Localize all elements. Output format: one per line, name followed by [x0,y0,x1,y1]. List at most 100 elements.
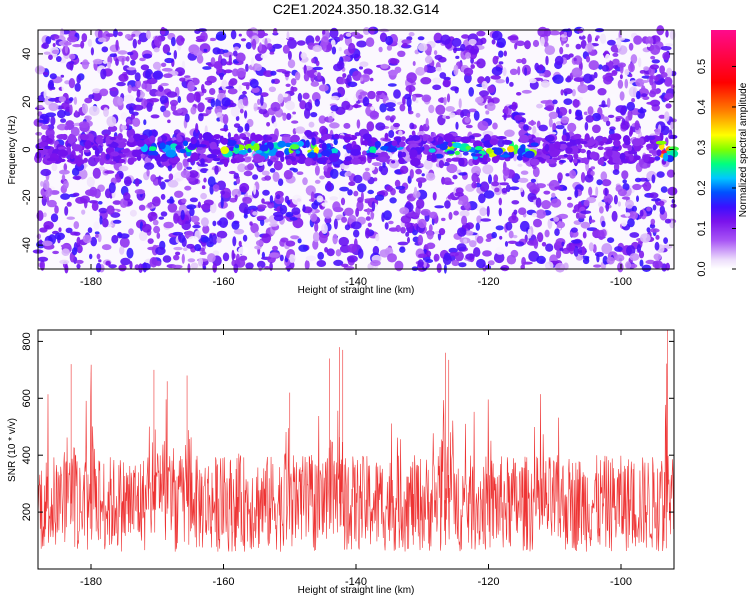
spectrogram-cell [455,121,459,130]
spectrogram-cell [305,255,317,262]
spectrogram-cell [378,165,383,172]
spectrogram-cell [436,263,442,274]
spectrogram-cell [619,91,625,101]
spectrogram-cell [286,251,290,259]
spectrogram-cell [115,39,119,51]
spectrogram-cell [498,197,502,206]
snr-x-tick-label: -180 [80,576,102,588]
spectrogram-cell [151,196,161,207]
spectrogram-cell [318,84,329,92]
spectrogram-cell [76,263,81,269]
spectrogram-cell [92,58,103,65]
spectrogram-cell [476,58,486,69]
spectrogram-cell [370,260,381,267]
spectrogram-cell [605,53,611,63]
spectrogram-cell [658,114,666,119]
spectrogram-cell [347,189,353,196]
spectrogram-cell [359,61,369,67]
spectrogram-cell [507,35,519,41]
spectrogram-cell [521,57,527,65]
spectrogram-cell [530,178,537,183]
spectrogram-cell [636,195,639,202]
spectrogram-band-cell [387,146,398,153]
spectrogram-cell [78,121,90,128]
spectrogram-cell [576,28,584,34]
spectrogram-cell [142,80,152,84]
spectrogram-cell [65,227,73,234]
spectrogram-cell [505,221,513,231]
spectrogram-cell [468,87,475,97]
spectrogram-cell [641,80,649,83]
spectrogram-cell [139,57,146,62]
spectrogram-cell [573,57,577,62]
spectrogram-cell [40,181,44,187]
spectrogram-band-cell [553,157,561,161]
spectrogram-cell [454,86,459,94]
spectrogram-cell [588,242,594,252]
spectrogram-cell [417,259,424,268]
spectrogram-cell [158,86,164,92]
spectrogram-band-cell [666,155,674,163]
spectrogram-cell [277,93,284,104]
spectrogram-cell [375,233,380,242]
spectrogram-cell [393,122,400,128]
spectrogram-cell [219,73,224,81]
spectrogram-cell [93,188,101,199]
spectrogram-cell [86,176,95,188]
spectrogram-band-cell [84,140,92,148]
spectrogram-cell [183,247,188,252]
spectrogram-cell [272,245,278,251]
spectrogram-cell [302,92,310,100]
spectrogram-cell [310,213,318,222]
spectrogram-cell [304,101,313,112]
spectrogram-band-cell [333,138,338,146]
spectrogram-band-cell [38,141,49,148]
spectrogram-cell [566,242,576,252]
spectrogram-cell [291,194,303,205]
spectrogram-x-tick-label: -160 [212,276,234,288]
spectrogram-cell [186,166,193,170]
spectrogram-cell [637,108,647,114]
spectrogram-cell [64,125,69,131]
spectrogram-cell [238,246,249,255]
spectrogram-band-cell [319,157,329,161]
spectrogram-cell [48,54,53,60]
spectrogram-cell [616,39,622,49]
spectrogram-cell [167,180,179,188]
spectrogram-cell [387,70,399,76]
spectrogram-cell [622,179,627,184]
spectrogram-cell [310,112,318,118]
spectrogram-cell [340,197,346,206]
spectrogram-cell [264,175,272,181]
spectrogram-band-cell [575,138,581,145]
spectrogram-cell [310,81,320,87]
spectrogram-cell [243,214,248,219]
spectrogram-band-cell [321,142,327,152]
spectrogram-cell [106,205,115,215]
spectrogram-band-cell [313,146,319,154]
spectrogram-cell [97,37,107,43]
spectrogram-cell [63,163,68,172]
spectrogram-cell [258,108,268,115]
spectrogram-cell [626,101,635,111]
spectrogram-band-cell [400,136,406,142]
spectrogram-cell [321,202,329,207]
spectrogram-cell [580,172,586,183]
spectrogram-cell [519,220,530,232]
spectrogram-cell [338,47,342,52]
spectrogram-cell [257,44,268,54]
spectrogram-cell [602,255,608,265]
spectrogram-band-cell [580,148,586,154]
spectrogram-cell [621,196,631,200]
spectrogram-band-cell [116,141,127,149]
spectrogram-cell [582,231,587,239]
spectrogram-cell [97,201,103,205]
spectrogram-cell [485,238,492,243]
spectrogram-band-cell [196,144,207,148]
spectrogram-cell [35,131,43,136]
spectrogram-cell [490,75,502,80]
spectrogram-cell [239,182,250,193]
spectrogram-cell [559,159,566,163]
spectrogram-cell [498,50,504,58]
spectrogram-cell [659,65,665,74]
